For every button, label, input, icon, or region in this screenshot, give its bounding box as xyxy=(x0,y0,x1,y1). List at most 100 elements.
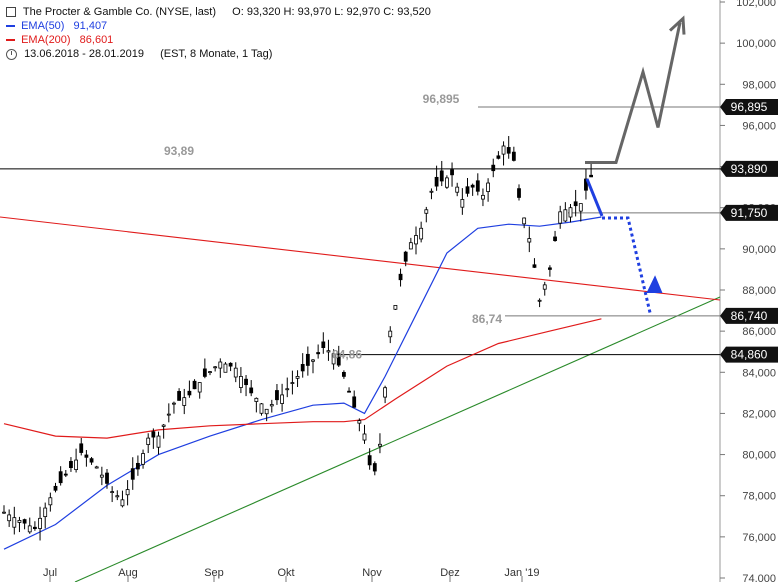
candle-body xyxy=(218,361,223,369)
x-tick-label: Jul xyxy=(43,567,57,579)
candle-body xyxy=(125,489,130,496)
candle-body xyxy=(27,525,32,533)
candle-body xyxy=(341,371,346,377)
candle-body xyxy=(537,299,542,302)
candle-body xyxy=(275,390,279,401)
candle-body xyxy=(362,433,367,441)
candle-body xyxy=(444,177,449,188)
candle-body xyxy=(331,353,336,365)
candle-body xyxy=(372,463,377,472)
candle-body xyxy=(84,454,89,458)
x-tick-label: Dez xyxy=(440,567,460,579)
candle-body xyxy=(110,491,115,494)
candle-body xyxy=(295,375,300,379)
candle-body xyxy=(506,147,511,154)
candle-body xyxy=(326,350,331,353)
candle-body xyxy=(285,388,290,391)
candle-body xyxy=(12,517,17,528)
candle-body xyxy=(120,499,125,507)
candle-body xyxy=(311,359,315,362)
ema50-swatch xyxy=(6,25,15,28)
candle-body xyxy=(481,194,485,200)
candle-body xyxy=(238,375,243,388)
y-tick-label: 74,000 xyxy=(742,573,776,582)
clock-icon xyxy=(6,48,17,60)
y-tick-label: 96,000 xyxy=(742,120,776,132)
x-tick-label: Aug xyxy=(118,567,138,579)
y-tick-label: 88,000 xyxy=(742,285,776,297)
candle-body xyxy=(2,511,6,514)
candle-body xyxy=(115,495,120,498)
candle-body xyxy=(228,362,233,367)
candle-body xyxy=(532,264,537,268)
ema200-value: 86,601 xyxy=(79,34,114,46)
candle-body xyxy=(202,368,207,377)
ema200-legend: EMA(200) 86,601 xyxy=(6,33,431,47)
y-tick-label: 76,000 xyxy=(742,532,776,544)
candle-body xyxy=(517,188,521,198)
period-range: 13.06.2018 - 28.01.2019 xyxy=(24,48,144,60)
candle-body xyxy=(450,169,454,176)
ohlc-values: O: 93,320 H: 93,970 L: 92,970 C: 93,520 xyxy=(232,6,431,18)
candle-body xyxy=(527,238,532,243)
candle-body xyxy=(135,462,140,470)
ema200-label: EMA(200) xyxy=(21,34,71,46)
candle-body xyxy=(22,519,27,524)
candle-body xyxy=(367,455,372,466)
candle-body xyxy=(141,453,145,465)
chart-lines xyxy=(0,106,721,582)
y-tick-label: 90,000 xyxy=(742,244,776,256)
candle-body xyxy=(419,227,424,240)
y-tick-label: 100,000 xyxy=(736,38,776,50)
candle-body xyxy=(403,251,408,262)
candle-body xyxy=(357,420,362,424)
candle-body xyxy=(130,468,135,480)
y-tick-label: 86,000 xyxy=(742,326,776,338)
price-tag xyxy=(720,160,778,177)
y-tick-label: 78,000 xyxy=(742,491,776,503)
x-axis: Jul Aug Sep Okt Nov Dez Jan '19 xyxy=(43,567,540,582)
candle-body xyxy=(383,387,388,398)
candle-body xyxy=(563,209,568,222)
ema50-legend: EMA(50) 91,407 xyxy=(6,19,431,33)
ema200-swatch xyxy=(6,39,15,42)
price-tag xyxy=(720,307,778,324)
resistance-trendline xyxy=(0,216,721,301)
candle-body xyxy=(58,471,63,484)
candle-body xyxy=(434,176,439,187)
candle-body xyxy=(48,497,53,506)
x-tick-label: Nov xyxy=(362,567,382,579)
price-tag xyxy=(720,204,778,221)
candle-body xyxy=(486,182,491,192)
candle-body xyxy=(69,461,73,468)
candle-body xyxy=(269,404,274,407)
candle-body xyxy=(43,507,48,518)
candle-body xyxy=(249,387,254,394)
candlesticks xyxy=(2,136,593,541)
candle-body xyxy=(496,155,501,159)
candle-body xyxy=(578,203,583,212)
candle-body xyxy=(192,380,197,390)
candle-body xyxy=(491,164,496,172)
candle-body xyxy=(305,353,310,366)
candle-body xyxy=(264,408,269,415)
candle-body xyxy=(475,180,480,192)
x-tick-label: Okt xyxy=(277,567,294,579)
candle-body xyxy=(89,458,94,463)
candle-body xyxy=(187,390,192,396)
candle-body xyxy=(151,431,156,438)
candle-body xyxy=(511,151,516,161)
bearish-arrowhead xyxy=(646,275,663,294)
bearish-solid-segment xyxy=(585,178,604,217)
level-label: 84,86 xyxy=(332,348,362,362)
candle-body xyxy=(408,242,413,250)
instrument-name: The Procter & Gamble Co. (NYSE, last) xyxy=(22,6,217,18)
candle-body xyxy=(393,305,398,310)
chart-header: The Procter & Gamble Co. (NYSE, last) O:… xyxy=(6,5,431,61)
bullish-arrowhead xyxy=(668,15,686,35)
candle-body xyxy=(542,284,547,290)
candle-body xyxy=(208,371,212,374)
y-tick-label: 102,000 xyxy=(736,0,776,9)
candle-body xyxy=(398,273,403,281)
candle-body xyxy=(197,382,202,393)
